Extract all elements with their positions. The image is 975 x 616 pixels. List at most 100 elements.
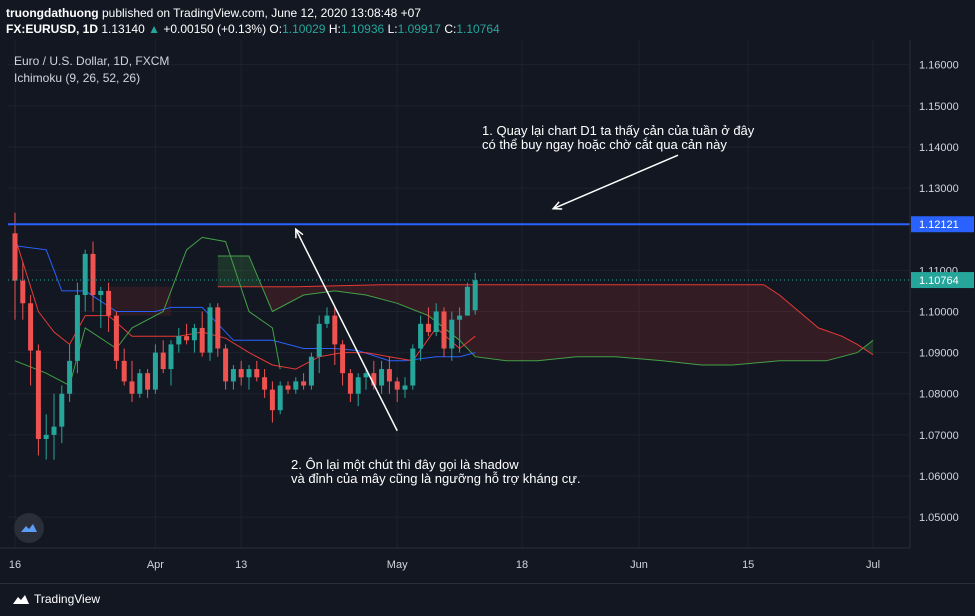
candle-body [246,369,252,378]
cloud-segment [650,284,655,361]
cloud-segment [607,284,612,357]
cloud-segment [455,284,460,341]
candle-body [20,280,26,304]
candle-body [457,315,463,320]
cloud-segment [814,324,819,361]
cloud-segment [330,285,335,292]
cloud-segment [245,256,249,287]
cloud-segment [705,284,710,365]
candle-body [425,323,431,333]
cloud-segment [584,284,589,357]
author-name[interactable]: truongdathuong [6,6,99,20]
time-tick-label: Apr [147,559,164,571]
cloud-segment-early [108,286,171,316]
cloud-segment [830,332,834,360]
annotation-1-line2: có thể buy ngay hoặc chờ cắt qua cản này [482,137,727,152]
cloud-segment [420,284,425,315]
cloud-segment [299,286,304,298]
cloud-segment [561,284,565,359]
price-tick-label: 1.16000 [919,60,959,72]
cloud-segment [381,284,386,301]
candle-body [152,352,158,390]
candle-body [464,286,470,316]
cloud-segment [397,284,402,305]
time-tick-label: 13 [235,559,247,571]
cloud-segment [354,285,359,294]
cloud-segment [510,284,515,361]
tradingview-logo-icon[interactable] [12,592,30,606]
candle-body [35,350,41,439]
arrow-1 [552,154,679,210]
time-tick-label: 16 [9,559,21,571]
cloud-segment [389,284,394,303]
cloud-segment [327,286,331,292]
candle-body [363,373,369,378]
cloud-segment [424,284,429,316]
cloud-segment [822,329,827,361]
cloud-segment [596,284,600,357]
cloud-segment [366,285,370,297]
cloud-segment [252,265,257,287]
candle-body [418,323,424,349]
cloud-segment [377,284,382,300]
price-chart[interactable]: 1.160001.150001.140001.130001.110001.100… [0,40,975,583]
cloud-segment [763,284,768,363]
annotation-arrows [295,154,679,432]
candle-body [74,295,80,361]
candlestick-series [12,212,478,460]
cloud-segment [869,340,873,355]
cloud-segment [592,284,597,357]
cloud-segment [284,286,288,306]
open-value: 1.10029 [282,22,326,36]
cloud-segment [732,284,737,365]
price-tick-label: 1.07000 [919,430,959,442]
candle-body [324,315,330,324]
publish-info: truongdathuong published on TradingView.… [6,6,421,20]
cloud-segment [783,298,788,361]
cloud-segment [221,256,226,287]
cloud-segment [459,284,464,345]
cloud-segment [853,342,858,354]
cloud-segment [849,340,854,355]
last-price-label-box [911,272,974,289]
price-axis-bg [910,40,975,583]
cloud-segment [412,284,417,311]
price-tick-label: 1.10000 [919,306,959,318]
annotation-1-line1: 1. Quay lại chart D1 ta thấy cản của tuầ… [482,123,755,138]
candle-body [441,311,447,349]
cloud-segment [724,284,729,365]
cloud-segment [674,284,678,363]
cloud-segment [779,295,784,361]
instrument-title: Euro / U.S. Dollar, 1D, FXCM [14,54,170,68]
chart-header: truongdathuong published on TradingView.… [0,0,975,40]
cloud-segment [307,286,312,295]
cloud-segment [615,284,620,358]
ohlc-line: FX:EURUSD, 1D 1.13140 ▲ +0.00150 (+0.13%… [6,22,500,36]
time-axis-bg [0,548,975,583]
candle-body [332,315,338,345]
cloud-segment [428,284,433,319]
cloud-segment [350,285,355,294]
candle-body [230,369,236,382]
high-label: H: [328,22,341,36]
cloud-segment [393,284,398,304]
tradingview-badge-icon[interactable] [14,513,44,543]
cloud-segment [295,286,300,300]
cloud-segment [541,284,546,361]
high-value: 1.10936 [340,22,385,36]
price-change: +0.00150 (+0.13%) [163,22,267,36]
cloud-segment [810,321,815,361]
candle-body [277,385,283,411]
cloud-segment [588,284,593,357]
close-label: C: [444,22,457,36]
cloud-segment [537,284,542,361]
low-value: 1.09917 [397,22,441,36]
cloud-segment [288,286,292,304]
cloud-segment [744,284,749,364]
cloud-segment [654,284,659,361]
price-tick-label: 1.14000 [919,142,959,154]
footer-brand[interactable]: TradingView [34,592,101,606]
time-axis: 16Apr13May18Jun15Jul13 [0,547,975,583]
cloud-segment [315,286,320,294]
price-levels [8,223,910,281]
